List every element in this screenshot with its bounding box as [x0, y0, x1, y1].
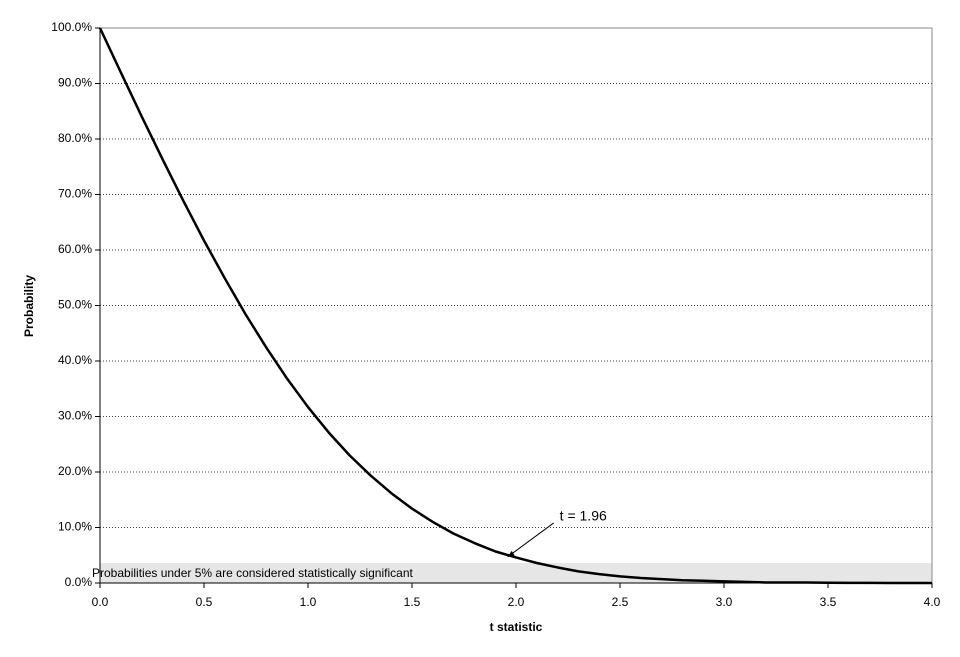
- x-tick-label: 4.0: [924, 595, 941, 609]
- annotation-text: t = 1.96: [560, 508, 607, 524]
- x-tick-label: 0.0: [92, 595, 109, 609]
- y-tick-label: 40.0%: [58, 353, 92, 367]
- annotation-arrowhead: [507, 550, 515, 557]
- y-tick-label: 90.0%: [58, 76, 92, 90]
- y-tick-label: 30.0%: [58, 409, 92, 423]
- y-tick-label: 50.0%: [58, 298, 92, 312]
- y-tick-label: 100.0%: [51, 20, 92, 34]
- x-tick-label: 1.5: [404, 595, 421, 609]
- band-label: Probabilities under 5% are considered st…: [92, 566, 413, 580]
- y-tick-label: 60.0%: [58, 242, 92, 256]
- x-tick-label: 3.0: [716, 595, 733, 609]
- significance-band: [100, 563, 932, 583]
- x-tick-label: 2.5: [612, 595, 629, 609]
- x-tick-label: 0.5: [196, 595, 213, 609]
- annotation-arrow: [507, 522, 554, 558]
- y-tick-label: 80.0%: [58, 131, 92, 145]
- x-tick-label: 1.0: [300, 595, 317, 609]
- x-tick-label: 2.0: [508, 595, 525, 609]
- x-axis-title: t statistic: [490, 620, 543, 634]
- y-tick-label: 70.0%: [58, 187, 92, 201]
- y-tick-label: 10.0%: [58, 520, 92, 534]
- y-tick-label: 0.0%: [65, 575, 93, 589]
- x-tick-label: 3.5: [820, 595, 837, 609]
- y-tick-label: 20.0%: [58, 464, 92, 478]
- y-axis-title: Probability: [22, 275, 36, 337]
- series-line: [98, 27, 932, 585]
